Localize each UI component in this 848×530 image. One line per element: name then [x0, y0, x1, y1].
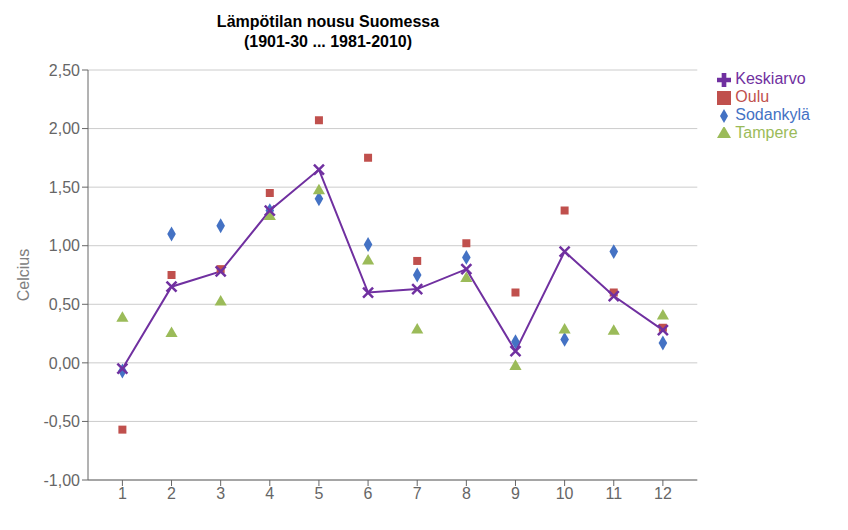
svg-text:10: 10 [556, 485, 574, 502]
svg-text:3: 3 [216, 485, 225, 502]
svg-text:12: 12 [654, 485, 672, 502]
html-text:Keskiarvo: Keskiarvo [735, 70, 806, 87]
html-text:(1901-30 ... 1981-2010): (1901-30 ... 1981-2010) [243, 33, 413, 50]
svg-text:5: 5 [314, 485, 323, 502]
svg-text:-1,00: -1,00 [44, 472, 81, 489]
svg-text:2,50: 2,50 [49, 62, 80, 79]
svg-text:4: 4 [265, 485, 274, 502]
svg-text:7: 7 [413, 485, 422, 502]
svg-text:1,00: 1,00 [49, 237, 80, 254]
svg-text:8: 8 [462, 485, 471, 502]
svg-text:0,50: 0,50 [49, 296, 80, 313]
html-text:Lämpötilan nousu Suomessa: Lämpötilan nousu Suomessa [216, 13, 440, 30]
svg-text:-0,50: -0,50 [44, 413, 81, 430]
html-text:Oulu: Oulu [735, 88, 770, 105]
html-text:Sodankylä: Sodankylä [735, 106, 810, 123]
svg-text:1: 1 [118, 485, 127, 502]
svg-text:0,00: 0,00 [49, 355, 80, 372]
svg-text:Celcius: Celcius [15, 249, 32, 301]
svg-text:11: 11 [605, 485, 622, 502]
svg-text:6: 6 [364, 485, 373, 502]
svg-text:2,00: 2,00 [49, 120, 80, 137]
html-text:Tampere: Tampere [735, 124, 798, 141]
svg-text:9: 9 [511, 485, 520, 502]
svg-text:2: 2 [167, 485, 176, 502]
svg-text:1,50: 1,50 [49, 179, 80, 196]
